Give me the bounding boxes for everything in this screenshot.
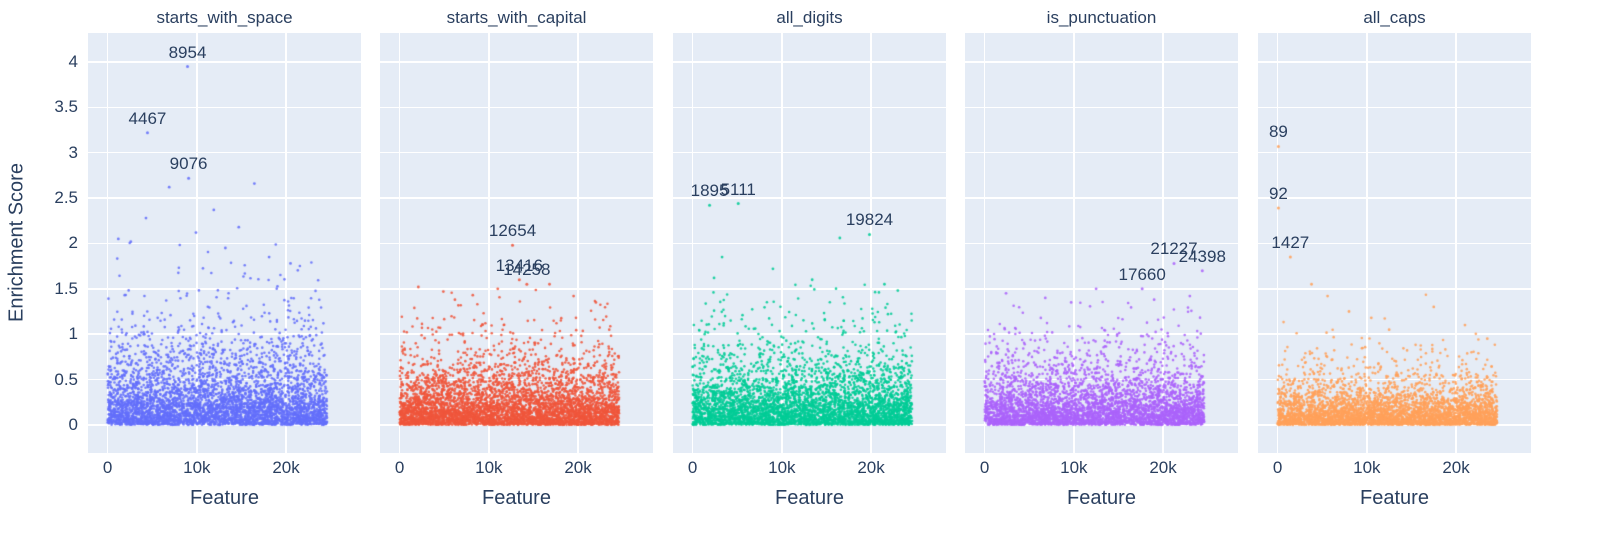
point-annotation: 14258 (503, 260, 551, 280)
x-tick-label: 10k (475, 458, 503, 477)
scatter-points-canvas[interactable] (673, 33, 946, 453)
x-tick-label: 0 (1272, 458, 1283, 477)
x-tick-label: 0 (979, 458, 990, 477)
facet-title: is_punctuation (1046, 8, 1157, 27)
plot-area[interactable]: 12654 13416 14258 (380, 33, 653, 453)
y-tick-label: 0.5 (54, 369, 78, 389)
y-tick-label: 4 (68, 52, 78, 72)
scatter-points-canvas[interactable] (88, 33, 361, 453)
point-annotation: 21227 (1150, 239, 1198, 259)
x-tick-label: 0 (394, 458, 405, 477)
point-annotation: 9076 (169, 154, 208, 174)
point-annotation: 8954 (168, 42, 207, 62)
x-tick-label: 20k (272, 458, 300, 477)
x-tick-label: 20k (564, 458, 592, 477)
scatter-points-canvas[interactable] (1258, 33, 1531, 453)
facet-panel-starts_with_space: starts_with_space 8954 4467 9076 0 10k 20k Feat… (88, 0, 361, 541)
facet-panel-is_punctuation: is_punctuation 21227 24398 17660 0 10k 20k Feat… (965, 0, 1238, 541)
x-tick-label: 20k (1149, 458, 1177, 477)
x-tick-label: 20k (1442, 458, 1470, 477)
facet-panel-all_caps: all_caps 89 92 1427 0 10k 20k Feature (1258, 0, 1531, 541)
x-axis-title: Feature (1067, 487, 1136, 509)
x-axis-title: Feature (1360, 487, 1429, 509)
x-tick-label: 10k (1353, 458, 1381, 477)
point-annotation: 5111 (720, 179, 756, 199)
point-annotation: 1427 (1271, 233, 1310, 253)
point-annotation: 92 (1268, 184, 1288, 204)
point-annotation: 24398 (1178, 246, 1226, 266)
facet-panel-starts_with_capital: starts_with_capital 12654 13416 14258 0 10k 20… (380, 0, 653, 541)
facet-title: starts_with_space (156, 8, 293, 27)
point-annotation: 4467 (128, 108, 167, 128)
x-tick-label: 10k (768, 458, 796, 477)
plot-area[interactable]: 21227 24398 17660 (965, 33, 1238, 453)
plot-area[interactable]: 1895 5111 19824 (673, 33, 946, 453)
x-tick-label: 10k (183, 458, 211, 477)
point-annotation: 1895 (690, 181, 729, 201)
plot-area[interactable]: 89 92 1427 (1258, 33, 1531, 453)
facet-panel-all_digits: all_digits 1895 5111 19824 0 10k 20k Feature (673, 0, 946, 541)
point-annotation: 12654 (488, 221, 537, 241)
y-tick-label: 3 (68, 142, 78, 162)
x-tick-label: 0 (102, 458, 113, 477)
x-tick-label: 20k (857, 458, 885, 477)
point-annotation: 19824 (845, 210, 894, 230)
scatter-points-canvas[interactable] (965, 33, 1238, 453)
x-axis-title: Feature (190, 487, 259, 509)
y-tick-label: 2.5 (54, 188, 78, 208)
y-tick-label: 3.5 (54, 97, 78, 117)
y-tick-label: 2 (68, 233, 78, 253)
scatter-points-canvas[interactable] (380, 33, 653, 453)
y-tick-label: 1 (68, 324, 78, 344)
point-annotation: 17660 (1118, 264, 1166, 284)
point-annotation: 89 (1268, 122, 1288, 142)
x-tick-label: 10k (1060, 458, 1088, 477)
point-annotation: 13416 (495, 255, 543, 275)
facet-title: all_digits (776, 8, 843, 27)
plot-area[interactable]: 8954 4467 9076 (88, 33, 361, 453)
x-axis-title: Feature (482, 487, 551, 509)
y-tick-label: 1.5 (54, 278, 78, 298)
x-axis-title: Feature (775, 487, 844, 509)
x-tick-label: 0 (687, 458, 698, 477)
y-tick-label: 0 (68, 414, 78, 434)
facet-title: all_caps (1363, 8, 1426, 27)
facet-title: starts_with_capital (446, 8, 587, 27)
